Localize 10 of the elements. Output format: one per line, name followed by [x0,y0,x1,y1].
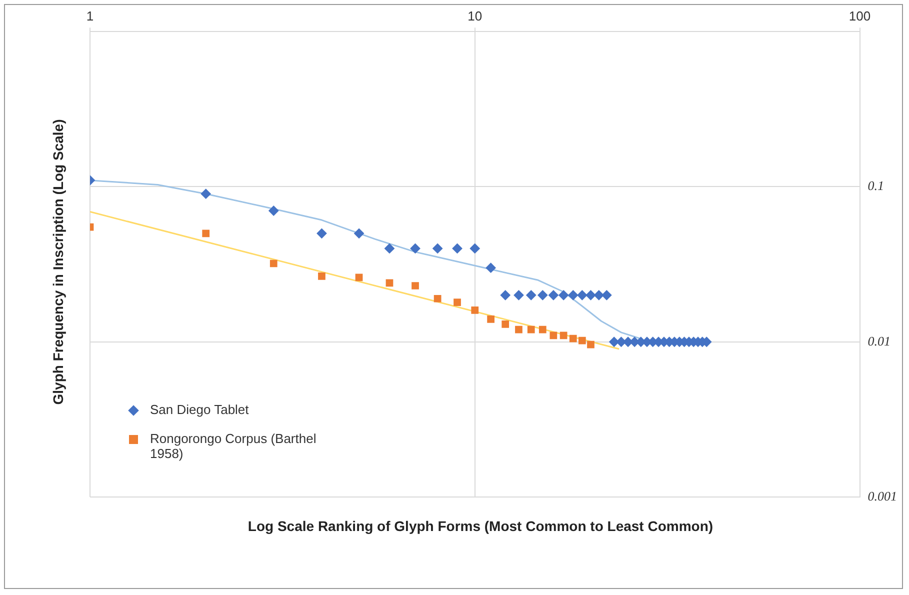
y-tick-label: 0.01 [868,333,890,348]
legend-label: Rongorongo Corpus (Barthel 1958) [150,431,318,461]
x-tick-label: 1 [86,8,94,24]
x-tick-label: 10 [468,8,482,24]
y-tick-label: 0.1 [868,178,884,194]
x-tick-label: 100 [848,8,871,24]
y-tick-label: 0.001 [868,488,897,504]
x-axis-title: Log Scale Ranking of Glyph Forms (Most Common to Least Common) [246,518,714,534]
y-axis-title: Glyph Frequency in Inscription (Log Scale) [50,119,66,405]
legend-label: San Diego Tablet [150,402,249,417]
